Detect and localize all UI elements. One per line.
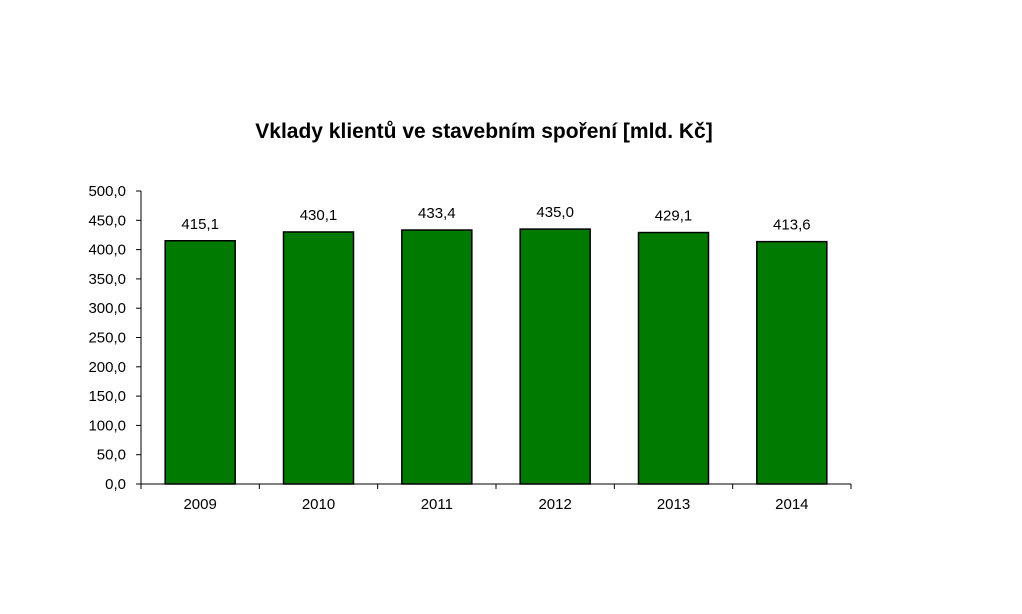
y-tick-label: 200,0 <box>88 359 126 376</box>
y-tick-label: 100,0 <box>88 417 126 434</box>
y-tick-label: 500,0 <box>88 183 126 200</box>
y-tick-label: 450,0 <box>88 212 126 229</box>
x-tick-label: 2010 <box>302 496 335 513</box>
x-tick-label: 2013 <box>657 496 690 513</box>
bar-2013 <box>637 231 710 485</box>
data-label-2013: 429,1 <box>655 208 693 225</box>
y-tick-label: 50,0 <box>97 447 126 464</box>
x-tick-label: 2014 <box>775 496 808 513</box>
bar-2014 <box>756 240 828 485</box>
bar-2012 <box>519 228 591 485</box>
y-tick-label: 300,0 <box>88 300 126 317</box>
y-tick-label: 400,0 <box>88 242 126 259</box>
chart-title: Vklady klientů ve stavebním spoření [mld… <box>255 120 712 143</box>
y-tick-label: 0,0 <box>105 476 126 493</box>
data-label-2014: 413,6 <box>773 217 811 234</box>
data-label-2012: 435,0 <box>536 204 574 221</box>
bar-2009 <box>164 240 236 485</box>
data-label-2009: 415,1 <box>181 216 219 233</box>
axes: 0,0 50,0 100,0 150,0 200,0 250,0 300,0 350,0 400… <box>88 183 852 513</box>
x-tick-label: 2012 <box>538 496 571 513</box>
x-tick-label: 2009 <box>183 496 216 513</box>
data-labels: 415,1 430,1 433,4 435,0 429,1 413,6 <box>181 204 810 234</box>
y-tick-label: 250,0 <box>88 330 126 347</box>
bar-2011 <box>401 229 473 485</box>
data-label-2011: 433,4 <box>418 205 456 222</box>
bar-2010 <box>282 231 355 485</box>
x-tick-label: 2011 <box>421 496 453 513</box>
bars <box>164 228 828 485</box>
data-label-2010: 430,1 <box>300 207 338 224</box>
y-tick-label: 350,0 <box>88 271 126 288</box>
y-tick-label: 150,0 <box>88 388 126 405</box>
